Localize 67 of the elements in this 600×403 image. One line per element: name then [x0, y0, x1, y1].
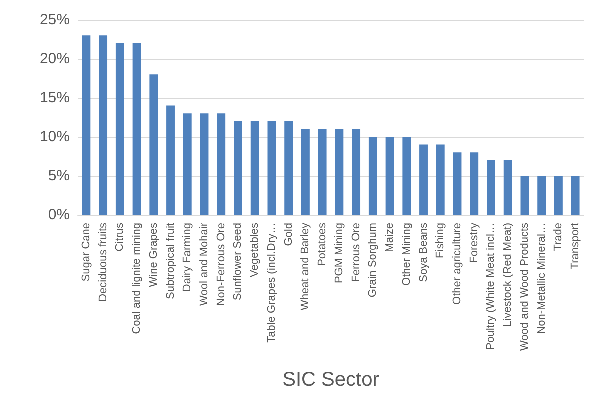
- bar: [318, 129, 327, 215]
- bar: [504, 160, 512, 215]
- bar: [520, 176, 530, 215]
- x-tick-label: Forestry: [468, 222, 480, 264]
- bar: [150, 74, 158, 215]
- bar: [116, 43, 124, 215]
- bar: [436, 144, 445, 215]
- x-tick-label: Maize: [384, 223, 396, 252]
- x-tick-label: Wool and Mohair: [198, 222, 210, 306]
- x-tick-label: Wheat and Barley: [300, 222, 312, 310]
- x-tick-label: Sunflower Seed: [232, 223, 244, 301]
- x-tick-label: PGM Mining: [333, 223, 346, 284]
- x-tick-label: Fishing: [434, 223, 447, 258]
- bar: [470, 152, 479, 215]
- x-tick-label: Deciduous fruits: [97, 222, 110, 302]
- bar: [183, 114, 192, 215]
- bar: [554, 176, 563, 215]
- bar: [284, 121, 294, 215]
- x-tick-label: Grain Sorghum: [367, 223, 380, 298]
- bar: [368, 137, 378, 215]
- x-tick-label: Gold: [282, 223, 295, 246]
- x-tick-label: Table Grapes (incl.Dry…: [266, 223, 278, 343]
- bar: [453, 152, 462, 215]
- x-tick-label: Ferrous Ore: [350, 223, 362, 282]
- bar: [420, 144, 428, 215]
- x-tick-label: Citrus: [114, 222, 126, 252]
- bar: [217, 114, 226, 215]
- x-tick-label: Subtropical fruit: [164, 223, 177, 300]
- x-tick-label: Wine Grapes: [148, 222, 160, 288]
- x-tick-label: Soya Beans: [418, 222, 430, 282]
- bar: [538, 176, 546, 215]
- x-tick-label: Trade: [552, 223, 565, 252]
- bar: [571, 176, 580, 215]
- x-tick-label: Non-Ferrous Ore: [215, 223, 228, 306]
- x-tick-label: Vegetables: [249, 222, 262, 278]
- x-tick-label: Sugar Cane: [80, 223, 92, 282]
- x-axis-title: SIC Sector: [282, 369, 380, 391]
- bar: [99, 36, 108, 215]
- bar: [352, 129, 361, 215]
- x-tick-label: Potatoes: [316, 222, 329, 266]
- y-tick-label: 5%: [48, 168, 70, 184]
- y-tick-label: 15%: [40, 90, 70, 106]
- bar: [301, 129, 310, 215]
- y-tick-label: 25%: [40, 12, 70, 28]
- bar: [82, 36, 91, 215]
- bar: [132, 43, 142, 215]
- bar: [402, 137, 412, 215]
- y-tick-label: 20%: [40, 50, 70, 68]
- bar: [250, 121, 260, 215]
- x-tick-label: Coal and lignite mining: [131, 223, 144, 334]
- y-tick-label: 10%: [40, 128, 70, 146]
- x-tick-label: Non-Metallic Mineral…: [536, 223, 548, 334]
- x-tick-label: Livestock (Red Meat): [502, 223, 514, 327]
- bar: [200, 114, 209, 215]
- bar: [268, 121, 276, 215]
- x-tick-label: Other agriculture: [452, 223, 464, 305]
- x-tick-label: Wood and Wood Products: [518, 222, 531, 352]
- x-tick-label: Transport: [570, 223, 582, 270]
- bar: [335, 129, 344, 215]
- bar: [234, 121, 242, 215]
- y-tick-label: 0%: [48, 206, 70, 224]
- bar: [386, 137, 394, 215]
- x-tick-label: Poultry (White Meat incl…: [485, 223, 498, 350]
- x-tick-label: Other Mining: [400, 223, 413, 286]
- bar: [166, 106, 175, 215]
- bar: [487, 160, 496, 215]
- x-tick-label: Dairy Farming: [182, 223, 194, 292]
